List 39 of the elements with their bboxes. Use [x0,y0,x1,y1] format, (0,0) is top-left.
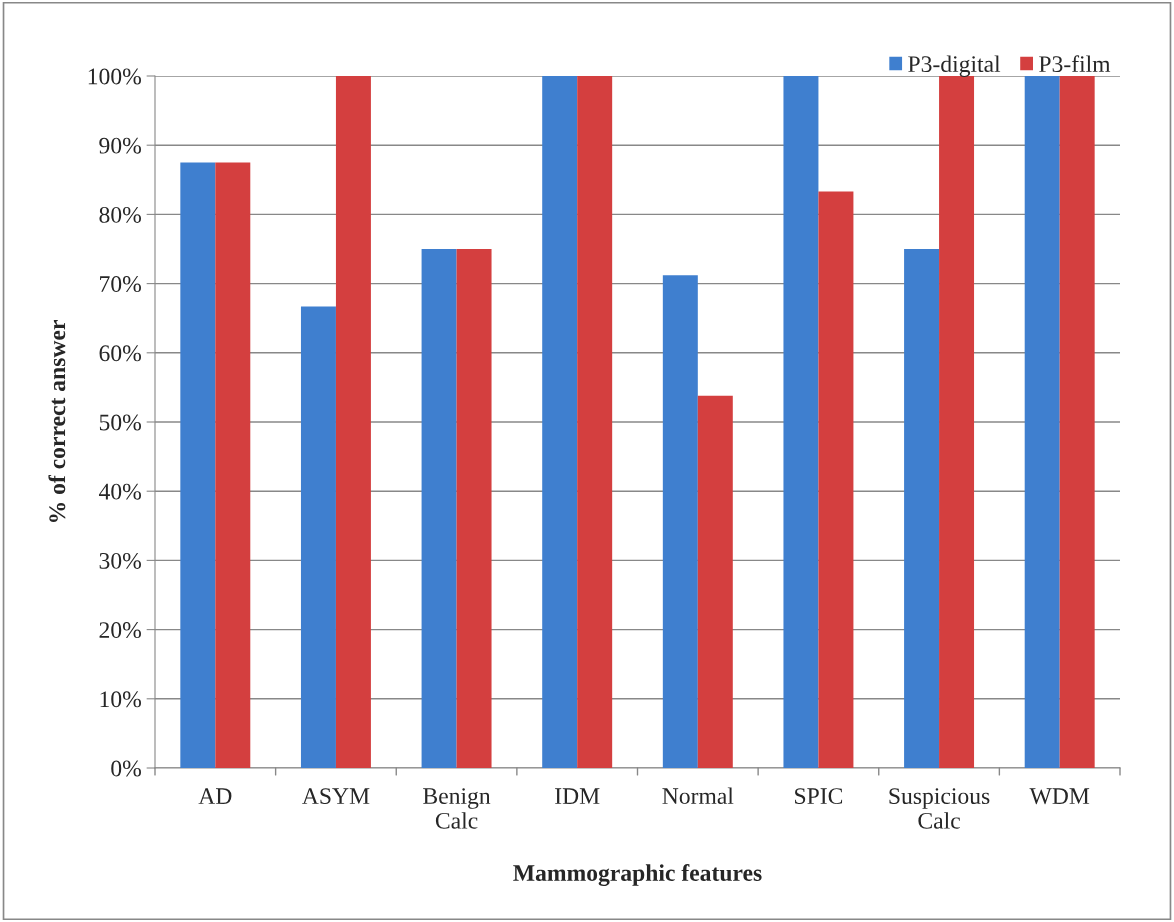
bar [215,162,251,768]
x-tick-label: AD [198,788,232,804]
y-tick-label: 20% [99,622,141,639]
x-tick-label: IDM [555,788,600,804]
bar [939,76,975,768]
x-tick-label: Benign Calc [423,788,491,829]
y-tick-label: 80% [99,206,141,223]
bar [577,76,613,768]
bar [904,249,940,768]
x-tick-label: WDM [1029,788,1090,805]
bar [1059,76,1095,768]
legend-label: P3-digital [908,55,1001,77]
bar [542,76,578,768]
bar [180,162,216,768]
x-axis-title: Mammographic features [513,864,762,886]
y-axis-title: % of correct answer [48,320,66,522]
y-tick-label: 40% [98,483,141,500]
bar [421,249,457,768]
y-tick-label: 60% [99,345,141,362]
x-tick-label: Normal [662,787,734,805]
bar [783,76,819,768]
x-tick-label: Suspicious Calc [889,788,990,829]
y-tick-label: 70% [100,276,141,293]
y-tick-label: 0% [111,760,141,777]
bar [818,191,854,768]
y-tick-label: 90% [99,137,141,154]
x-tick-label: SPIC [795,788,843,805]
bar [300,306,336,768]
y-tick-label: 100% [88,68,141,85]
bar [662,275,698,768]
legend-label: P3-film [1039,55,1111,73]
x-tick-label: ASYM [302,788,370,805]
bar [456,249,492,768]
y-tick-label: 50% [99,414,141,431]
y-tick-label: 10% [100,691,141,708]
bar [1024,76,1060,768]
bar [335,76,371,768]
y-tick-label: 30% [99,552,141,569]
bar [697,395,733,768]
